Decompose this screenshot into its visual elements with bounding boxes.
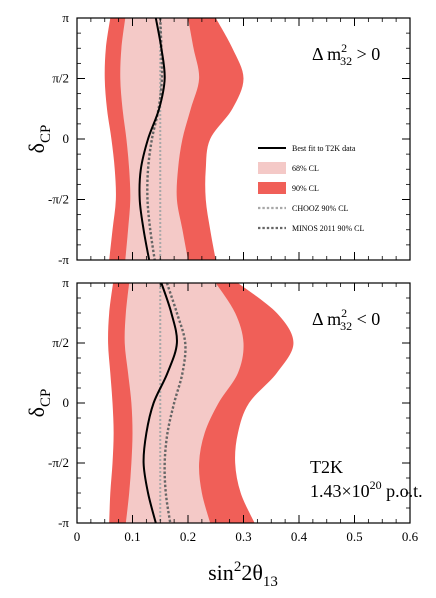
pot-mantissa: 1.43×10 <box>310 481 370 501</box>
x-axis: 0 0.1 0.2 0.3 0.4 0.5 0.6 <box>74 529 419 544</box>
x-title-sup: 2 <box>234 559 242 575</box>
y-axis-title: δCP <box>24 125 54 154</box>
x-tick-label: 0.4 <box>291 529 308 544</box>
minos-limit-line <box>163 282 187 524</box>
x-title-sub: 13 <box>263 574 278 590</box>
annotation-relation: < 0 <box>352 309 380 329</box>
cl68-band <box>124 283 244 523</box>
legend-label: 90% CL <box>292 184 319 193</box>
panel-inverted-hierarchy: π π/2 0 -π/2 -π Δ m2 32 < 0 T2K 1.43×1020 p.o… <box>24 275 423 530</box>
panel-bottom-ticks: π π/2 0 -π/2 -π <box>48 275 411 530</box>
x-tick-label: 0.1 <box>124 529 140 544</box>
y-tick-label: 0 <box>63 395 70 410</box>
legend-swatch <box>258 182 286 194</box>
x-axis-title: sin22θ13 <box>208 559 278 590</box>
y-tick-label: -π/2 <box>48 455 69 470</box>
x-tick-label: 0.5 <box>346 529 362 544</box>
panel-bottom-ylabel: δCP <box>24 389 54 418</box>
x-title-arg: 2θ <box>241 560 263 585</box>
x-tick-label: 0.2 <box>180 529 196 544</box>
y-tick-label: -π <box>58 515 69 530</box>
y-tick-label: π/2 <box>52 70 69 85</box>
best-fit-line <box>142 282 178 524</box>
panel-bottom-annotation: Δ m2 32 < 0 <box>312 306 380 333</box>
y-axis-title: δCP <box>24 389 54 418</box>
y-tick-label: π/2 <box>52 335 69 350</box>
panel-normal-hierarchy: π π/2 0 -π/2 -π Δ m2 32 > 0 δCP Best fit to T… <box>24 10 411 267</box>
legend-label: MINOS 2011 90% CL <box>292 224 364 233</box>
x-tick-label: 0.3 <box>235 529 251 544</box>
legend-label: CHOOZ 90% CL <box>292 204 349 213</box>
panel-top-annotation: Δ m2 32 > 0 <box>312 41 380 68</box>
legend-label: 68% CL <box>292 164 319 173</box>
y-tick-label: -π/2 <box>48 192 69 207</box>
panel-top-ticks: π π/2 0 -π/2 -π <box>48 10 411 267</box>
legend-label: Best fit to T2K data <box>292 144 356 153</box>
y-axis-title-main: δ <box>24 143 49 153</box>
experiment-label: T2K <box>310 457 343 477</box>
annotation-superscript: 2 <box>341 41 347 55</box>
y-axis-title-sub: CP <box>38 389 54 407</box>
annotation-subscript: 32 <box>340 319 352 333</box>
legend: Best fit to T2K data 68% CL 90% CL CHOOZ 90… <box>258 144 364 233</box>
best-fit-line <box>138 17 166 261</box>
annotation-text: Δ m <box>312 309 341 329</box>
y-tick-label: π <box>62 275 69 290</box>
annotation-superscript: 2 <box>341 306 347 320</box>
x-tick-label: 0 <box>74 529 81 544</box>
x-tick-label: 0.6 <box>402 529 419 544</box>
y-axis-title-main: δ <box>24 407 49 417</box>
legend-swatch <box>258 162 286 174</box>
annotation-subscript: 32 <box>340 54 352 68</box>
minos-limit-line <box>146 17 164 261</box>
annotation-relation: > 0 <box>352 44 380 64</box>
pot-exponent: 20 <box>370 478 382 492</box>
y-tick-label: 0 <box>63 131 70 146</box>
y-tick-label: -π <box>58 252 69 267</box>
y-tick-label: π <box>62 10 69 25</box>
x-title-sin: sin <box>208 560 234 585</box>
pot-unit: p.o.t. <box>382 481 423 501</box>
panel-top-ylabel: δCP <box>24 125 54 154</box>
annotation-text: Δ m <box>312 44 341 64</box>
panel-bottom-marks <box>108 282 294 524</box>
y-axis-title-sub: CP <box>38 125 54 143</box>
pot-label: 1.43×1020 p.o.t. <box>310 478 423 501</box>
panel-top-marks <box>104 17 244 261</box>
